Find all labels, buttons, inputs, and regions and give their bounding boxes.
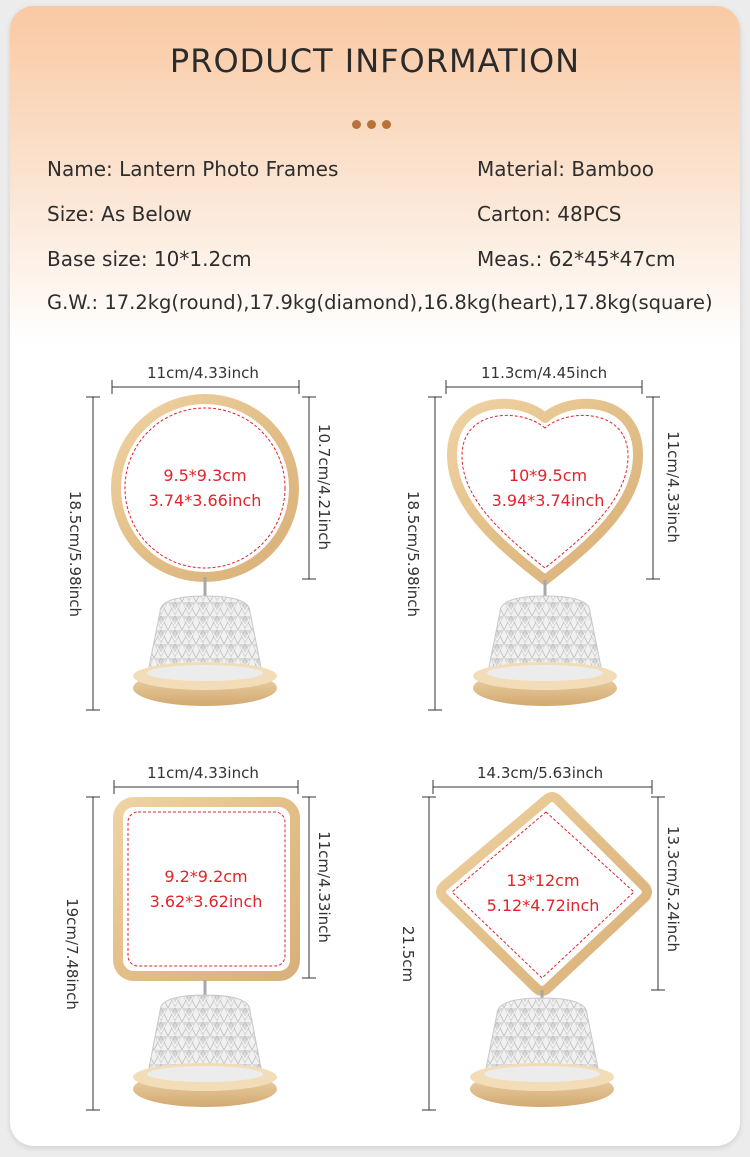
round-photo-cm: 9.5*9.3cm <box>163 466 247 485</box>
heart-width-label: 11.3cm/4.45inch <box>481 364 608 382</box>
page-title: PRODUCT INFORMATION <box>169 42 581 80</box>
square-photo-size: 9.2*9.2cm 3.62*3.62inch <box>136 864 276 914</box>
heart-frame-height-label: 11cm/4.33inch <box>664 431 682 543</box>
diamond-width-label: 14.3cm/5.63inch <box>477 764 604 782</box>
info-gross-weight: G.W.: 17.2kg(round),17.9kg(diamond),16.8… <box>47 291 713 314</box>
square-photo-cm: 9.2*9.2cm <box>164 867 248 886</box>
round-height-label: 18.5cm/5.98inch <box>66 490 84 618</box>
round-frame-height-label: 10.7cm/4.21inch <box>315 423 333 551</box>
heart-photo-size: 10*9.5cm 3.94*3.74inch <box>478 463 618 513</box>
diamond-photo-inch: 5.12*4.72inch <box>486 896 600 915</box>
diamond-height-label: 21.5cm <box>399 925 417 983</box>
title-dots-divider <box>352 114 397 129</box>
heart-frame-product <box>428 380 660 711</box>
square-height-label: 19cm/7.48inch <box>63 898 81 1010</box>
info-name: Name: Lantern Photo Frames <box>47 157 339 181</box>
heart-photo-cm: 10*9.5cm <box>508 466 588 485</box>
square-photo-inch: 3.62*3.62inch <box>149 892 263 911</box>
square-width-label: 11cm/4.33inch <box>147 764 259 782</box>
square-frame-product <box>86 780 316 1111</box>
info-material: Material: Bamboo <box>477 157 654 181</box>
info-carton: Carton: 48PCS <box>477 202 622 226</box>
round-photo-inch: 3.74*3.66inch <box>148 491 262 510</box>
diamond-frame-height-label: 13.3cm/5.24inch <box>664 825 682 953</box>
square-frame-height-label: 11cm/4.33inch <box>315 831 333 943</box>
round-width-label: 11cm/4.33inch <box>147 364 259 382</box>
heart-height-label: 18.5cm/5.98inch <box>404 490 422 618</box>
heart-photo-inch: 3.94*3.74inch <box>491 491 605 510</box>
diamond-photo-size: 13*12cm 5.12*4.72inch <box>473 868 613 918</box>
diamond-frame-product <box>422 780 665 1111</box>
info-base-size: Base size: 10*1.2cm <box>47 247 252 271</box>
round-frame-product <box>86 380 316 711</box>
round-photo-size: 9.5*9.3cm 3.74*3.66inch <box>135 463 275 513</box>
diamond-photo-cm: 13*12cm <box>506 871 580 890</box>
info-size: Size: As Below <box>47 202 192 226</box>
info-meas: Meas.: 62*45*47cm <box>477 247 676 271</box>
